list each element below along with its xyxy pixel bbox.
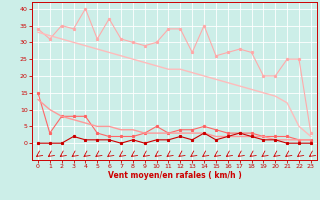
X-axis label: Vent moyen/en rafales ( km/h ): Vent moyen/en rafales ( km/h ) bbox=[108, 171, 241, 180]
